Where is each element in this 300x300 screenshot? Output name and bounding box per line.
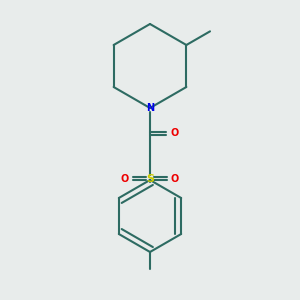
Text: S: S [146, 173, 154, 184]
Text: O: O [121, 173, 129, 184]
Text: O: O [171, 173, 179, 184]
Text: O: O [171, 128, 179, 139]
Text: N: N [146, 103, 154, 113]
